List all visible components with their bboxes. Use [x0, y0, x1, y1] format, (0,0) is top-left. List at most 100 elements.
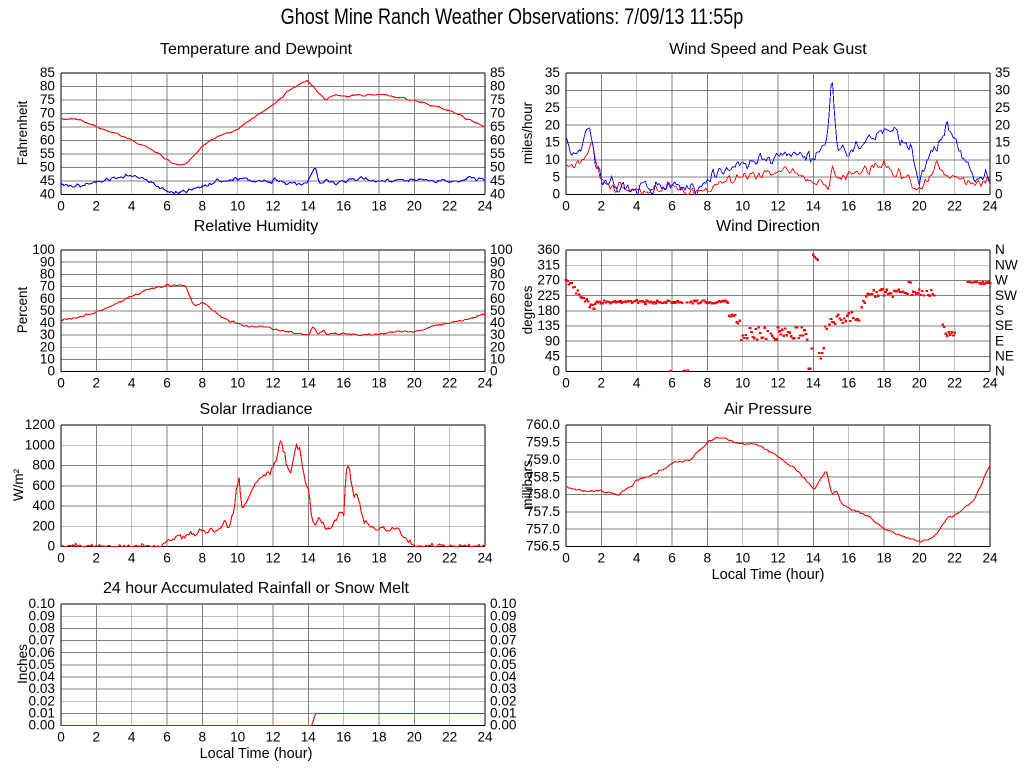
svg-text:0: 0 — [562, 199, 570, 214]
svg-text:12: 12 — [265, 199, 280, 214]
svg-text:12: 12 — [265, 730, 280, 745]
svg-text:2: 2 — [93, 199, 101, 214]
svg-text:12: 12 — [770, 551, 785, 566]
svg-text:0: 0 — [57, 551, 65, 566]
svg-text:4: 4 — [128, 199, 136, 214]
svg-text:55: 55 — [40, 147, 55, 162]
svg-text:45: 45 — [490, 174, 505, 189]
svg-text:8: 8 — [704, 376, 712, 391]
svg-text:10: 10 — [995, 152, 1011, 167]
svg-text:15: 15 — [995, 135, 1010, 150]
svg-text:315: 315 — [537, 258, 560, 273]
svg-text:40: 40 — [40, 187, 56, 202]
svg-text:30: 30 — [545, 83, 561, 98]
svg-text:16: 16 — [336, 730, 351, 745]
svg-text:22: 22 — [947, 551, 962, 566]
svg-text:2: 2 — [598, 199, 606, 214]
svg-text:45: 45 — [545, 349, 560, 364]
svg-text:5: 5 — [552, 170, 560, 185]
svg-text:4: 4 — [633, 199, 641, 214]
svg-text:4: 4 — [128, 376, 136, 391]
svg-text:14: 14 — [301, 376, 317, 391]
svg-text:85: 85 — [40, 66, 55, 81]
svg-text:20: 20 — [912, 376, 928, 391]
svg-text:8: 8 — [199, 730, 207, 745]
svg-text:24: 24 — [982, 199, 998, 214]
svg-text:16: 16 — [336, 376, 351, 391]
svg-text:55: 55 — [490, 147, 505, 162]
svg-text:20: 20 — [407, 199, 423, 214]
svg-text:14: 14 — [806, 551, 822, 566]
svg-text:16: 16 — [336, 199, 351, 214]
svg-text:8: 8 — [704, 199, 712, 214]
svg-text:6: 6 — [163, 730, 171, 745]
svg-text:5: 5 — [995, 170, 1003, 185]
svg-text:14: 14 — [301, 730, 317, 745]
svg-text:30: 30 — [995, 83, 1011, 98]
svg-text:14: 14 — [301, 551, 317, 566]
svg-text:10: 10 — [230, 199, 246, 214]
svg-text:0: 0 — [552, 187, 560, 202]
svg-text:756.5: 756.5 — [526, 539, 560, 554]
svg-text:10: 10 — [735, 376, 751, 391]
svg-text:12: 12 — [770, 199, 785, 214]
svg-text:0: 0 — [552, 364, 560, 379]
svg-text:16: 16 — [841, 199, 856, 214]
svg-text:6: 6 — [163, 551, 171, 566]
svg-text:4: 4 — [633, 376, 641, 391]
svg-text:25: 25 — [995, 100, 1010, 115]
svg-text:85: 85 — [490, 66, 505, 81]
svg-text:1200: 1200 — [25, 417, 56, 432]
svg-text:18: 18 — [371, 551, 386, 566]
svg-text:24: 24 — [477, 199, 493, 214]
svg-text:10: 10 — [230, 551, 246, 566]
svg-text:800: 800 — [32, 458, 55, 473]
svg-text:70: 70 — [40, 106, 56, 121]
svg-text:270: 270 — [537, 273, 560, 288]
svg-text:25: 25 — [545, 100, 560, 115]
svg-text:2: 2 — [598, 376, 606, 391]
svg-text:8: 8 — [199, 551, 207, 566]
svg-text:22: 22 — [947, 199, 962, 214]
svg-text:20: 20 — [912, 199, 928, 214]
svg-text:2: 2 — [93, 730, 101, 745]
svg-text:4: 4 — [633, 551, 641, 566]
svg-text:24: 24 — [477, 376, 493, 391]
svg-text:6: 6 — [668, 376, 676, 391]
svg-text:8: 8 — [704, 551, 712, 566]
svg-text:24: 24 — [982, 376, 998, 391]
svg-text:W: W — [995, 273, 1008, 288]
svg-text:SW: SW — [995, 288, 1017, 303]
svg-text:22: 22 — [442, 376, 457, 391]
svg-text:6: 6 — [668, 551, 676, 566]
svg-text:22: 22 — [442, 730, 457, 745]
svg-text:18: 18 — [876, 199, 891, 214]
svg-text:1000: 1000 — [25, 438, 56, 453]
svg-text:75: 75 — [40, 93, 55, 108]
svg-text:20: 20 — [407, 730, 423, 745]
svg-text:100: 100 — [32, 243, 55, 258]
svg-text:0: 0 — [562, 376, 570, 391]
svg-text:8: 8 — [199, 376, 207, 391]
svg-text:0: 0 — [47, 539, 55, 554]
svg-text:757.0: 757.0 — [526, 522, 560, 537]
svg-text:22: 22 — [947, 376, 962, 391]
svg-text:22: 22 — [442, 199, 457, 214]
svg-text:6: 6 — [163, 199, 171, 214]
svg-text:0: 0 — [562, 551, 570, 566]
svg-text:S: S — [995, 303, 1004, 318]
svg-text:10: 10 — [230, 730, 246, 745]
svg-text:35: 35 — [995, 66, 1010, 81]
svg-text:4: 4 — [128, 551, 136, 566]
svg-text:50: 50 — [40, 160, 56, 175]
svg-text:16: 16 — [841, 551, 856, 566]
svg-text:90: 90 — [545, 334, 561, 349]
svg-text:0.10: 0.10 — [29, 596, 56, 611]
svg-text:80: 80 — [40, 79, 56, 94]
svg-text:10: 10 — [735, 551, 751, 566]
svg-text:12: 12 — [770, 376, 785, 391]
svg-text:18: 18 — [876, 376, 891, 391]
svg-text:50: 50 — [490, 160, 506, 175]
svg-text:20: 20 — [407, 551, 423, 566]
svg-text:80: 80 — [490, 79, 506, 94]
